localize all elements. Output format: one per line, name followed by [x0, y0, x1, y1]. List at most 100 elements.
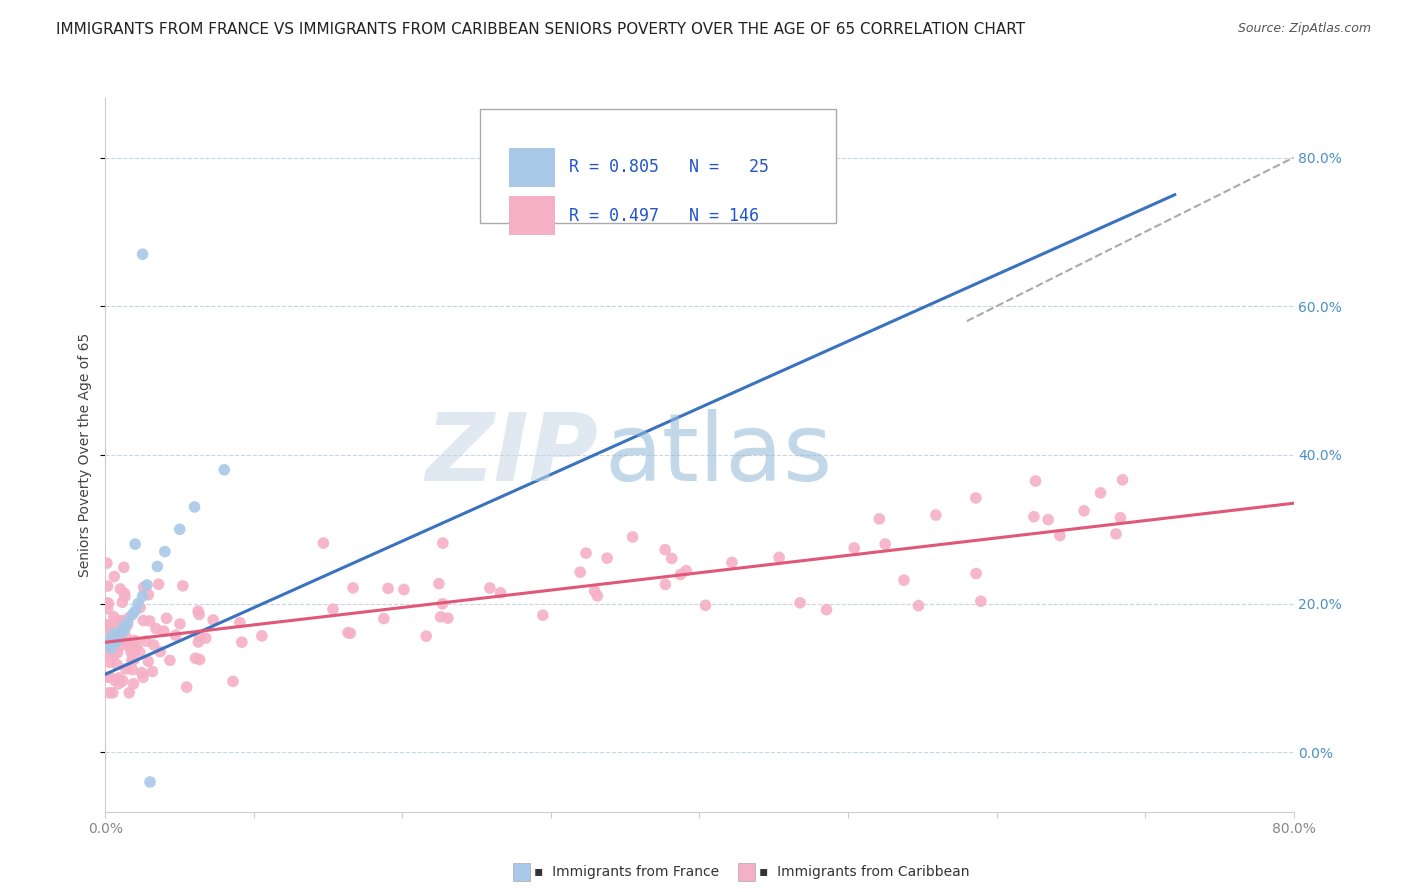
Point — [110, 582, 132, 596]
Point — [117, 618, 139, 632]
Point — [155, 611, 177, 625]
Point — [114, 590, 136, 604]
Point — [965, 566, 987, 581]
Point — [583, 583, 606, 598]
Point — [432, 597, 454, 611]
Point — [128, 645, 150, 659]
Point — [187, 604, 209, 618]
Point — [100, 624, 122, 638]
FancyBboxPatch shape — [509, 148, 554, 187]
Point — [104, 645, 127, 659]
Point — [111, 614, 134, 628]
Point — [148, 577, 170, 591]
Point — [96, 556, 118, 570]
Point — [621, 530, 644, 544]
Point — [815, 602, 838, 616]
Point — [105, 657, 128, 672]
Point — [145, 622, 167, 636]
Point — [312, 536, 335, 550]
Point — [222, 674, 245, 689]
Point — [131, 589, 153, 603]
Point — [669, 567, 692, 582]
Point — [139, 775, 162, 789]
Point — [110, 623, 132, 637]
Point — [146, 559, 169, 574]
Point — [427, 576, 450, 591]
Point — [153, 544, 176, 558]
Point — [111, 673, 134, 688]
Point — [111, 627, 134, 641]
Point — [124, 633, 146, 648]
Point — [478, 581, 501, 595]
Point — [97, 633, 120, 648]
Point — [118, 639, 141, 653]
Text: R = 0.497   N = 146: R = 0.497 N = 146 — [569, 207, 759, 225]
Point — [121, 653, 143, 667]
Point — [194, 631, 217, 645]
Text: R = 0.805   N =   25: R = 0.805 N = 25 — [569, 159, 769, 177]
Point — [96, 602, 118, 616]
Point — [1049, 528, 1071, 542]
Point — [169, 522, 191, 536]
Point — [101, 630, 124, 644]
Point — [114, 586, 136, 600]
Point — [121, 663, 143, 677]
Point — [110, 631, 132, 645]
Point — [1025, 474, 1047, 488]
Point — [569, 565, 592, 579]
Point — [117, 611, 139, 625]
Point — [165, 628, 187, 642]
Point — [1073, 504, 1095, 518]
Point — [654, 577, 676, 591]
Point — [907, 599, 929, 613]
Point — [432, 536, 454, 550]
Point — [136, 588, 159, 602]
Point — [100, 639, 122, 653]
Point — [392, 582, 415, 597]
Point — [176, 680, 198, 694]
Point — [1090, 486, 1112, 500]
Point — [437, 611, 460, 625]
Point — [115, 636, 138, 650]
Point — [136, 654, 159, 668]
Point — [138, 614, 160, 628]
Point — [965, 491, 987, 505]
Point — [132, 614, 155, 628]
Point — [124, 604, 146, 618]
Point — [101, 632, 124, 647]
Point — [107, 646, 129, 660]
Point — [531, 608, 554, 623]
Point — [149, 645, 172, 659]
Point — [97, 579, 120, 593]
Point — [96, 640, 118, 655]
Point — [103, 644, 125, 658]
Text: ZIP: ZIP — [426, 409, 599, 501]
Point — [675, 564, 697, 578]
Point — [339, 626, 361, 640]
Point — [114, 662, 136, 676]
Point — [135, 634, 157, 648]
Text: IMMIGRANTS FROM FRANCE VS IMMIGRANTS FROM CARIBBEAN SENIORS POVERTY OVER THE AGE: IMMIGRANTS FROM FRANCE VS IMMIGRANTS FRO… — [56, 22, 1025, 37]
Point — [122, 677, 145, 691]
Point — [129, 600, 152, 615]
Point — [721, 555, 744, 569]
Point — [925, 508, 948, 522]
Point — [970, 594, 993, 608]
Point — [661, 551, 683, 566]
Point — [1111, 473, 1133, 487]
Point — [575, 546, 598, 560]
Point — [183, 500, 205, 514]
Point — [188, 628, 211, 642]
Point — [169, 617, 191, 632]
Point — [136, 578, 159, 592]
Point — [377, 582, 399, 596]
Point — [124, 537, 146, 551]
Point — [489, 586, 512, 600]
Point — [1105, 527, 1128, 541]
Point — [96, 617, 118, 632]
Point — [188, 607, 211, 622]
Point — [108, 630, 131, 644]
Point — [152, 624, 174, 638]
Point — [250, 629, 273, 643]
Text: Source: ZipAtlas.com: Source: ZipAtlas.com — [1237, 22, 1371, 36]
